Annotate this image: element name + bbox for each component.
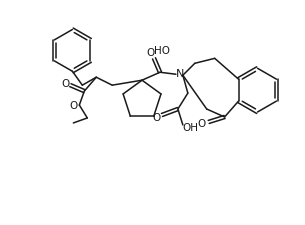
Text: O: O: [146, 48, 154, 58]
Text: O: O: [153, 113, 161, 123]
Text: O: O: [198, 119, 206, 129]
Text: OH: OH: [183, 123, 199, 133]
Text: O: O: [69, 101, 77, 111]
Text: O: O: [61, 79, 70, 89]
Text: N: N: [176, 69, 184, 79]
Text: HO: HO: [154, 46, 170, 56]
